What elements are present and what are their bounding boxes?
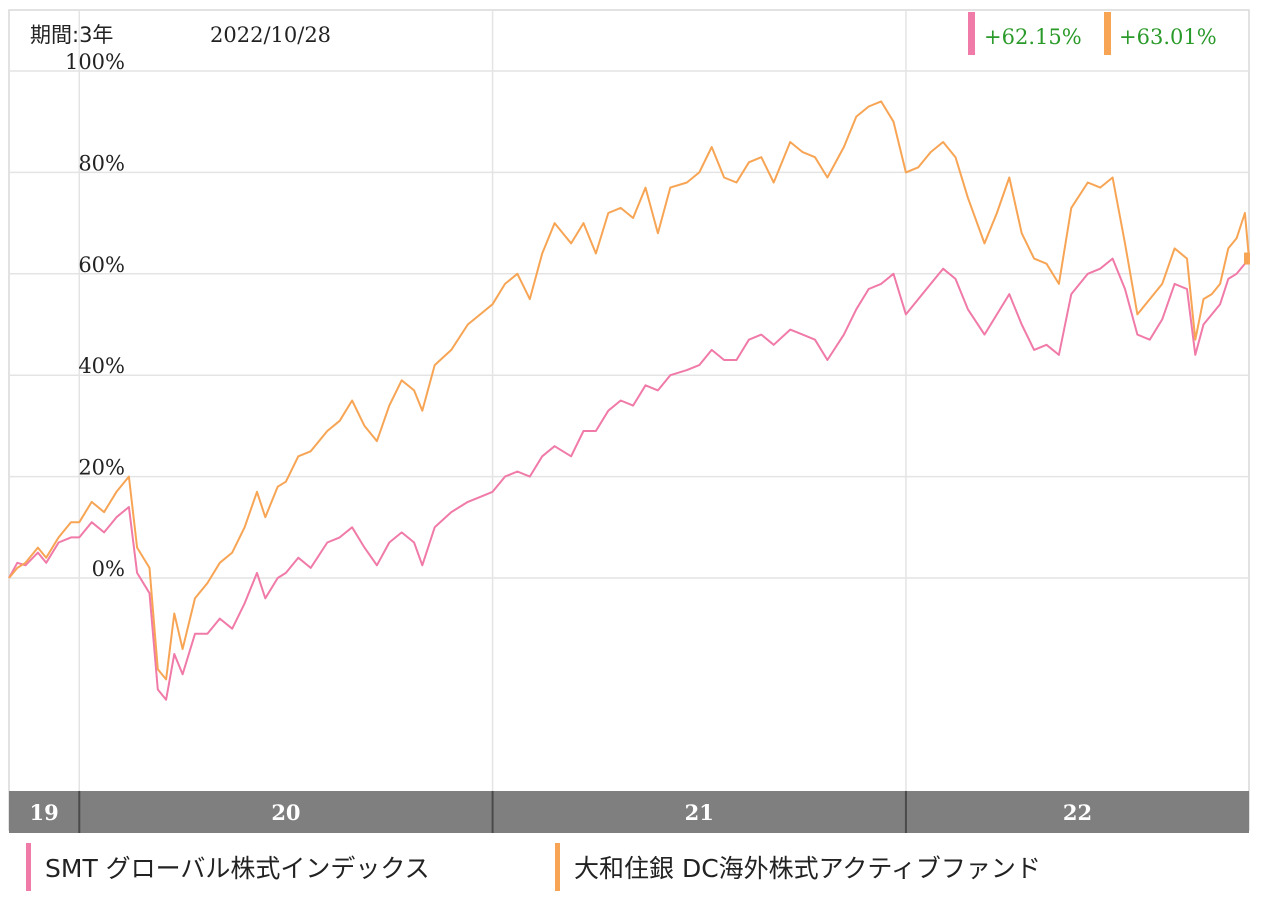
date-label: 2022/10/28 [210, 23, 331, 47]
year-band [492, 791, 906, 833]
year-band-label: 22 [1063, 800, 1092, 825]
y-tick-label: 80% [78, 151, 125, 175]
smt-return-value: +62.15% [984, 25, 1082, 49]
year-band [9, 791, 80, 833]
series-lines [8, 100, 1250, 701]
y-tick-labels: 100% 80% 60% 40% 20% 0% [65, 50, 125, 581]
legend-daiwa-label: 大和住銀 DC海外株式アクティブファンド [574, 854, 1041, 883]
legend-smt: SMT グローバル株式インデックス [26, 842, 430, 892]
y-tick-label: 100% [65, 50, 125, 74]
smt-return-swatch [968, 12, 975, 55]
daiwa-return-value: +63.01% [1119, 25, 1217, 49]
year-axis-bands: 19 20 21 22 [9, 791, 1249, 833]
y-tick-label: 40% [78, 354, 125, 378]
year-band-label: 19 [30, 800, 59, 825]
daiwa-return-swatch [1104, 12, 1111, 55]
y-tick-label: 60% [78, 253, 125, 277]
plot-frame [8, 9, 1250, 831]
legend-smt-swatch [26, 843, 31, 891]
period-label: 期間:3年 [30, 23, 113, 47]
y-tick-label: 20% [78, 456, 125, 480]
year-band-label: 20 [271, 800, 300, 825]
legend-daiwa: 大和住銀 DC海外株式アクティブファンド [555, 842, 1041, 892]
smt-series-line [8, 257, 1250, 701]
legend-daiwa-swatch [555, 843, 560, 891]
year-band [79, 791, 493, 833]
y-tick-label: 0% [92, 557, 125, 581]
gridlines [9, 10, 1249, 791]
year-band [905, 791, 1249, 833]
daiwa-end-marker [1244, 252, 1250, 265]
daiwa-series-line [8, 100, 1250, 681]
legend-smt-label: SMT グローバル株式インデックス [45, 854, 430, 883]
year-band-label: 21 [685, 800, 714, 825]
return-legend: +62.15% +63.01% [968, 12, 1217, 55]
